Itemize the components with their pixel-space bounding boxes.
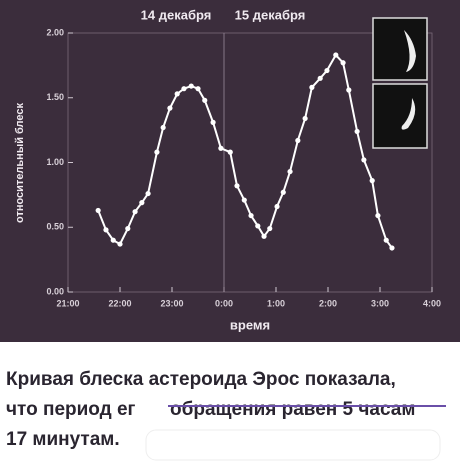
data-point xyxy=(287,168,293,175)
data-point xyxy=(188,83,194,89)
data-point xyxy=(354,128,360,135)
data-point xyxy=(103,227,109,233)
data-point xyxy=(145,190,151,197)
x-tick-label: 22:00 xyxy=(108,298,131,308)
data-point xyxy=(340,60,346,66)
x-tick-label: 0:00 xyxy=(215,298,233,308)
data-point xyxy=(302,115,308,122)
data-point xyxy=(274,203,280,210)
data-point xyxy=(227,149,233,155)
data-point xyxy=(317,75,323,81)
data-point xyxy=(160,124,166,131)
y-tick-label: 0.00 xyxy=(46,286,64,296)
data-point xyxy=(234,183,240,189)
caption-line: что период ег xyxy=(6,399,136,420)
data-point xyxy=(241,197,247,203)
data-point xyxy=(218,145,224,151)
y-tick-label: 1.50 xyxy=(46,92,64,102)
annotation: 14 декабря xyxy=(141,7,212,22)
data-point xyxy=(375,212,381,219)
x-axis-label: время xyxy=(230,317,270,332)
data-point xyxy=(389,245,395,251)
blank-patch xyxy=(145,429,441,461)
data-point xyxy=(125,225,131,232)
data-point xyxy=(132,209,138,215)
data-point xyxy=(139,200,145,206)
data-point xyxy=(117,241,123,247)
y-axis-label: относительный блеск xyxy=(14,103,26,223)
asteroid-image xyxy=(401,98,416,130)
data-point xyxy=(181,86,187,92)
y-tick-label: 2.00 xyxy=(46,27,64,37)
data-point xyxy=(333,52,339,58)
data-point xyxy=(280,189,286,195)
x-tick-label: 4:00 xyxy=(423,298,441,308)
inset-image xyxy=(372,83,428,149)
data-point xyxy=(210,119,216,125)
data-point xyxy=(255,223,261,229)
data-point xyxy=(195,86,201,92)
data-point xyxy=(154,149,160,155)
x-tick-label: 23:00 xyxy=(160,298,183,308)
x-tick-label: 1:00 xyxy=(267,298,285,308)
caption-line: обращения равен 5 часам xyxy=(170,399,415,420)
data-point xyxy=(95,207,101,214)
data-point xyxy=(202,97,208,103)
data-point xyxy=(346,87,352,93)
data-point xyxy=(248,212,254,219)
x-tick-label: 3:00 xyxy=(371,298,389,308)
x-tick-label: 2:00 xyxy=(319,298,337,308)
data-point xyxy=(369,178,375,184)
data-point xyxy=(295,137,301,144)
caption-line: Кривая блеска астероида Эрос показала, xyxy=(6,369,396,390)
data-point xyxy=(267,225,273,232)
data-point xyxy=(174,91,180,97)
x-tick-label: 21:00 xyxy=(56,298,79,308)
data-point xyxy=(383,237,389,243)
data-point xyxy=(110,237,116,243)
data-point xyxy=(167,105,173,111)
caption-line: 17 минутам. xyxy=(6,429,120,450)
data-point xyxy=(361,157,367,163)
data-point xyxy=(261,233,267,239)
inset-images xyxy=(372,17,428,149)
y-tick-label: 1.00 xyxy=(46,157,64,167)
data-point xyxy=(309,84,315,90)
y-tick-label: 0.50 xyxy=(46,222,64,232)
asteroid-image xyxy=(404,30,416,72)
data-point xyxy=(324,67,330,74)
inset-image xyxy=(372,17,428,81)
annotation: 15 декабря xyxy=(235,7,306,22)
